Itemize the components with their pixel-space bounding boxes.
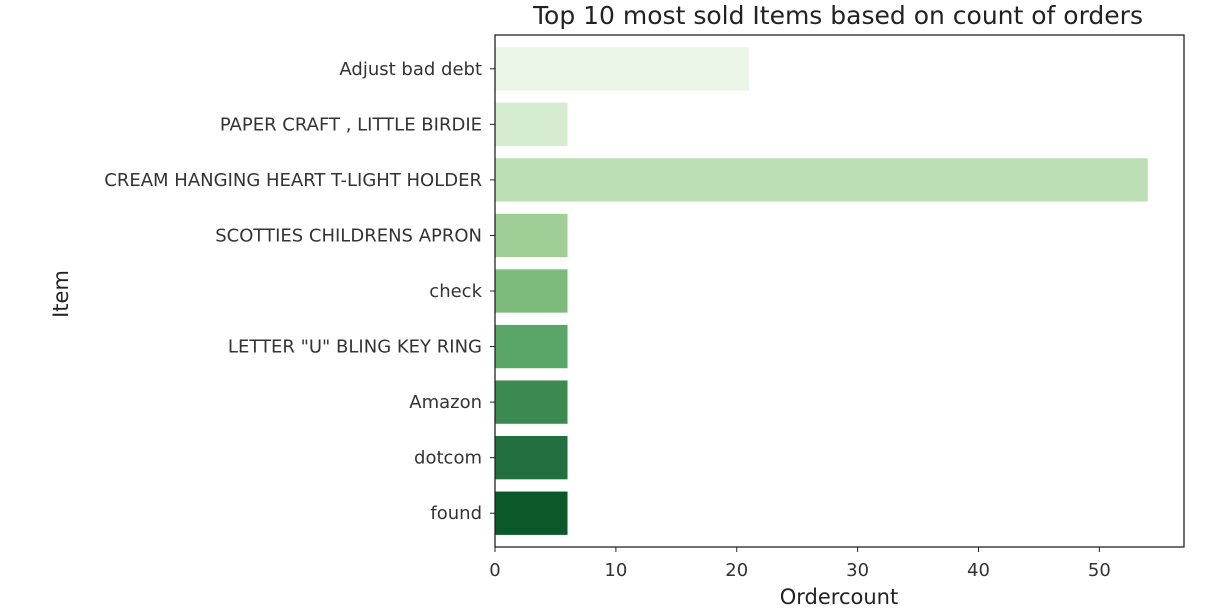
y-tick-label-2: CREAM HANGING HEART T-LIGHT HOLDER [104, 170, 482, 191]
y-axis-title: Item [49, 270, 73, 318]
bar-0 [495, 47, 749, 91]
plot-frame [494, 34, 1185, 548]
bars-layer [495, 47, 1148, 535]
y-tick-label-7: dotcom [414, 448, 482, 469]
bar-7 [495, 436, 568, 480]
y-tick-label-6: Amazon [409, 392, 482, 413]
x-tick-label-1: 10 [604, 560, 627, 581]
y-tick-label-8: found [430, 503, 482, 524]
bar-1 [495, 102, 568, 146]
bar-2 [495, 158, 1148, 202]
y-tick-label-5: LETTER "U" BLING KEY RING [228, 337, 482, 358]
bar-6 [495, 380, 568, 424]
bar-4 [495, 269, 568, 313]
bar-3 [495, 213, 568, 258]
x-tick-label-0: 0 [489, 560, 500, 581]
x-tick-label-2: 20 [725, 560, 748, 581]
y-tick-label-3: SCOTTIES CHILDRENS APRON [215, 225, 482, 246]
y-tick-labels: Adjust bad debt PAPER CRAFT , LITTLE BIRD… [104, 59, 495, 524]
bar-5 [495, 324, 568, 369]
y-tick-label-0: Adjust bad debt [339, 59, 482, 80]
y-tick-label-1: PAPER CRAFT , LITTLE BIRDIE [220, 114, 482, 135]
x-tick-label-3: 30 [846, 560, 869, 581]
bar-8 [495, 491, 568, 535]
x-tick-labels: 0 10 20 30 40 50 [489, 547, 1111, 581]
y-tick-label-4: check [429, 281, 482, 302]
x-tick-label-4: 40 [967, 560, 990, 581]
x-tick-label-5: 50 [1088, 560, 1111, 581]
chart-title: Top 10 most sold Items based on count of… [532, 1, 1143, 30]
x-axis-title: Ordercount [780, 585, 898, 609]
